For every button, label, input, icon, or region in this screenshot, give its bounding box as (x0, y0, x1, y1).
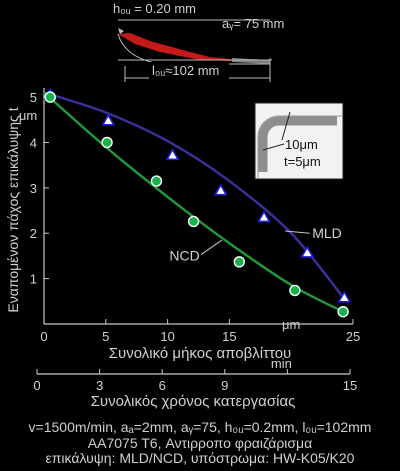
ncd-point (101, 136, 113, 149)
y-tick-label: 4 (30, 135, 37, 150)
ncd-series-line (43, 91, 344, 313)
chip-grey-band (232, 58, 270, 64)
ncd-point (150, 175, 163, 187)
time-tick-label: 15 (343, 378, 357, 393)
schematic-l-cu-box (149, 62, 229, 79)
ncd-series-label: NCD (169, 247, 199, 263)
inset-coating (258, 116, 337, 172)
caption-line-2: AA7075 T6, Αντιρροπο φραιζάρισμα (87, 434, 313, 451)
ncd-point (233, 256, 245, 268)
schematic-arrow (118, 28, 124, 34)
ncd-point (44, 91, 56, 103)
time-tick-label: 0 (33, 378, 40, 393)
schematic-l-cu: l₀ᵤ≈102 mm (152, 63, 219, 78)
mld-series-line (43, 91, 346, 300)
inset-thickness-label: t=5μm (284, 154, 321, 169)
time-unit-label: min (271, 356, 292, 371)
caption-line-1: v=1500m/min, aₐ=2mm, aᵧ=75, h₀ᵤ=0.2mm, l… (28, 419, 372, 435)
time-tick-label: 9 (221, 378, 228, 393)
chip-schematic: h₀ᵤ = 0.20 mm aᵧ= 75 mm l₀ᵤ≈102 mm (113, 1, 284, 82)
ncd-leader-line (200, 239, 223, 255)
y-tick-label: 5 (30, 90, 37, 105)
chip-red-band (118, 33, 232, 61)
inset-radius-label: 10μm (285, 137, 318, 152)
schematic-h-cu: h₀ᵤ = 0.20 mm (113, 1, 196, 16)
time-tick-label: 6 (159, 378, 166, 393)
mld-point (337, 290, 352, 303)
plot-area: 0 5 10 15 25 μm Συνολικό μήκος αποβλίττου 1 2 3 4 5… (5, 87, 360, 410)
y-tick-label: 3 (30, 181, 37, 196)
mld-point (213, 183, 228, 196)
mld-point (101, 113, 116, 126)
inset: 10μm t=5μm (254, 102, 344, 180)
x-tick-label: 15 (222, 329, 236, 344)
schematic-a-y: aᵧ= 75 mm (222, 16, 284, 31)
x-tick-label: 5 (102, 329, 109, 344)
inset-radius-line (281, 111, 291, 141)
mld-point (257, 210, 271, 223)
mld-leader-line (284, 230, 310, 234)
x-tick-label: 25 (346, 329, 360, 344)
x-unit-label: μm (282, 317, 300, 332)
inset-thickness-line (262, 143, 285, 151)
y-tick-label: 2 (30, 226, 37, 241)
y-tick-label: 1 (30, 272, 37, 287)
mld-series-label: MLD (312, 225, 342, 241)
x-tick-label: 10 (160, 329, 174, 344)
x-tick-label: 0 (40, 329, 47, 344)
mld-point (165, 148, 180, 161)
x-axis-title: Συνολικό μήκος αποβλίττου (109, 345, 292, 362)
caption: v=1500m/min, aₐ=2mm, aᵧ=75, h₀ᵤ=0.2mm, l… (0, 419, 400, 467)
mld-point (300, 245, 315, 258)
caption-line-3: επικάλυψη: MLD/NCD, υπόστρωμα: HW-K05/K2… (45, 450, 355, 466)
y-unit-label: μm (19, 108, 37, 123)
ncd-point (187, 215, 200, 228)
ncd-point (289, 284, 301, 297)
ncd-point (337, 306, 349, 318)
y-axis-title: Εναπομένον πάχος επικάλυψης t (5, 107, 21, 312)
time-tick-label: 3 (96, 378, 103, 393)
time-axis-title: Συνολικός χρόνος κατεργασίας (91, 393, 296, 410)
inset-substrate (257, 115, 342, 178)
